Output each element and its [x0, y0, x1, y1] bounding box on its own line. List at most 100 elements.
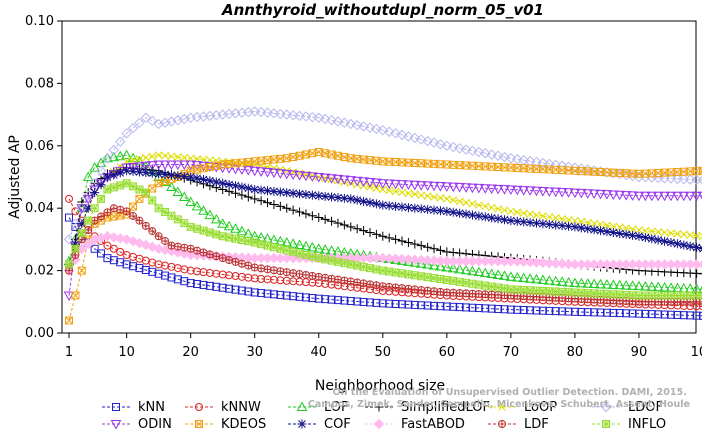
point-ldf: [277, 268, 284, 275]
point-inflo: [91, 205, 98, 212]
point-ldf: [117, 206, 124, 213]
y-tick-label: 0.00: [25, 326, 54, 341]
point-cof: [666, 238, 675, 247]
x-axis: 1102030405060708090100: [65, 333, 702, 360]
point-cof: [199, 175, 208, 184]
y-axis-label: Adjusted AP: [7, 135, 23, 219]
point-cof: [391, 202, 400, 211]
point-ldf: [315, 273, 322, 280]
point-cof: [385, 201, 394, 210]
point-ldf: [270, 267, 277, 274]
x-tick-label: 100: [691, 345, 702, 360]
point-simplifiedlof: [276, 202, 285, 211]
point-cof: [634, 232, 643, 241]
point-cof: [462, 210, 471, 219]
point-cof: [596, 226, 605, 235]
point-cof: [180, 172, 189, 181]
point-cof: [346, 194, 355, 203]
point-cof: [404, 203, 413, 212]
legend-entry-fastabod: FastABOD: [365, 417, 465, 432]
point-cof: [186, 173, 195, 182]
legend-marker-inflo: [603, 421, 610, 428]
x-tick-label: 30: [246, 345, 263, 360]
point-cof: [308, 191, 317, 200]
point-ldf: [296, 271, 303, 278]
point-cof: [455, 209, 464, 218]
point-loop: [507, 208, 514, 215]
point-cof: [647, 234, 656, 243]
point-simplifiedlof: [391, 235, 400, 244]
point-simplifiedlof: [250, 194, 259, 203]
point-ldf: [142, 222, 149, 229]
legend-label-odin: ODIN: [138, 417, 172, 432]
point-loop: [418, 192, 425, 199]
point-cof: [218, 179, 227, 188]
point-ldf: [149, 228, 156, 235]
point-cof: [269, 187, 278, 196]
point-loop: [488, 204, 495, 211]
point-cof: [532, 219, 541, 228]
point-kdeos: [78, 267, 85, 274]
point-cof: [628, 231, 637, 240]
point-ldf: [360, 280, 367, 287]
point-cof: [564, 222, 573, 231]
point-ldf: [130, 213, 137, 220]
point-ldf: [328, 275, 335, 282]
x-tick-label: 50: [375, 345, 392, 360]
point-cof: [513, 217, 522, 226]
point-ldf: [136, 217, 143, 224]
point-cof: [103, 173, 112, 182]
point-inflo: [142, 189, 149, 196]
point-simplifiedlof: [430, 244, 439, 253]
point-ldf: [258, 265, 265, 272]
point-cof: [161, 170, 170, 179]
point-ldf: [334, 276, 341, 283]
point-cof: [237, 182, 246, 191]
point-cof: [481, 212, 490, 221]
point-cof: [487, 213, 496, 222]
chart-title: Annthyroid_withoutdupl_norm_05_v01: [221, 1, 544, 19]
point-inflo: [149, 197, 156, 204]
legend-entry-knn: kNN: [102, 400, 165, 415]
point-ldf: [264, 266, 271, 273]
point-cof: [430, 206, 439, 215]
point-cof: [205, 176, 214, 185]
point-cof: [225, 180, 234, 189]
point-ldf: [322, 274, 329, 281]
point-ldf: [181, 244, 188, 251]
point-loop: [424, 193, 431, 200]
legend-label-cof: COF: [324, 417, 351, 432]
point-cof: [340, 194, 349, 203]
point-simplifiedlof: [263, 198, 272, 207]
point-cof: [135, 168, 144, 177]
point-simplifiedlof: [333, 219, 342, 228]
point-cof: [660, 237, 669, 246]
point-simplifiedlof: [385, 233, 394, 242]
y-axis: 0.000.020.040.060.080.10: [25, 14, 62, 341]
point-ldf: [162, 237, 169, 244]
point-simplifiedlof: [257, 196, 266, 205]
point-ldf: [123, 208, 130, 215]
point-cof: [250, 185, 259, 194]
point-inflo: [78, 230, 85, 237]
point-loop: [546, 213, 553, 220]
point-simplifiedlof: [423, 243, 432, 252]
point-simplifiedlof: [449, 248, 458, 257]
point-simplifiedlof: [321, 215, 330, 224]
point-cof: [577, 223, 586, 232]
point-inflo: [72, 245, 79, 252]
point-cof: [474, 212, 483, 221]
point-cof: [289, 189, 298, 198]
point-simplifiedlof: [404, 238, 413, 247]
point-simplifiedlof: [378, 232, 387, 241]
point-loop: [399, 189, 406, 196]
legend-entry-ldf: LDF: [488, 417, 549, 432]
x-tick-label: 60: [439, 345, 456, 360]
point-cof: [231, 181, 240, 190]
point-simplifiedlof: [340, 221, 349, 230]
point-simplifiedlof: [365, 228, 374, 237]
point-cof: [468, 211, 477, 220]
point-ldof: [148, 116, 157, 125]
point-cof: [154, 169, 163, 178]
